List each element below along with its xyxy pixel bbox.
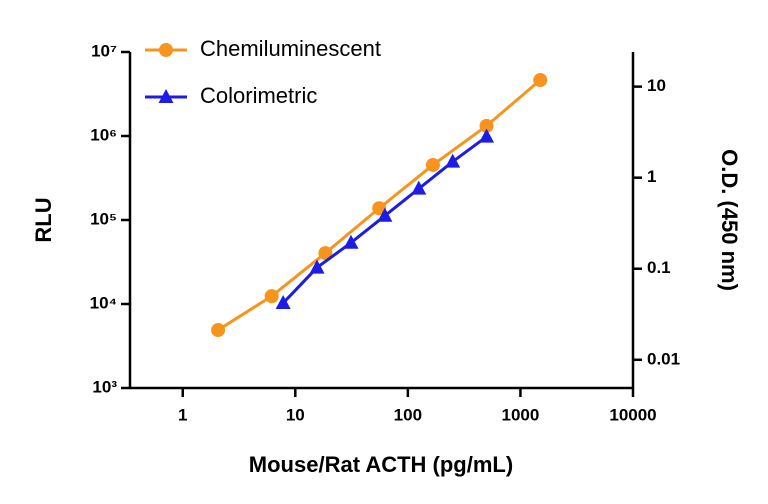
y-axis-label: RLU (31, 197, 56, 242)
legend-marker (158, 89, 174, 103)
data-point (533, 73, 548, 88)
data-point (264, 289, 279, 304)
data-point (372, 201, 387, 216)
legend-label: Colorimetric (200, 83, 317, 108)
legend-marker (159, 43, 173, 57)
data-point (425, 157, 440, 172)
y2-tick-label: 0.01 (647, 349, 680, 368)
data-point (343, 234, 359, 249)
x-tick-label: 10000 (609, 405, 656, 424)
x-tick-label: 10 (286, 405, 305, 424)
data-point (275, 295, 291, 310)
data-point (211, 323, 226, 338)
data-point (318, 246, 333, 261)
data-point (445, 153, 461, 168)
x-tick-label: 1 (178, 405, 187, 424)
x-axis-label: Mouse/Rat ACTH (pg/mL) (249, 452, 513, 477)
data-point (479, 128, 495, 143)
data-point (309, 259, 325, 274)
legend-label: Chemiluminescent (200, 36, 381, 61)
x-tick-label: 1000 (502, 405, 540, 424)
data-point (411, 180, 427, 195)
y-tick-label: 10⁷ (91, 41, 117, 60)
y2-tick-label: 10 (647, 76, 666, 95)
y-tick-label: 10⁵ (90, 209, 117, 228)
y2-tick-label: 1 (647, 167, 656, 186)
y2-axis-label: O.D. (450 nm) (717, 149, 742, 291)
y-tick-label: 10⁶ (90, 125, 117, 144)
data-point (377, 207, 393, 222)
y2-tick-label: 0.1 (647, 258, 671, 277)
data-point (479, 118, 494, 133)
y-tick-label: 10³ (92, 377, 117, 396)
x-tick-label: 100 (394, 405, 422, 424)
y-tick-label: 10⁴ (90, 293, 117, 312)
